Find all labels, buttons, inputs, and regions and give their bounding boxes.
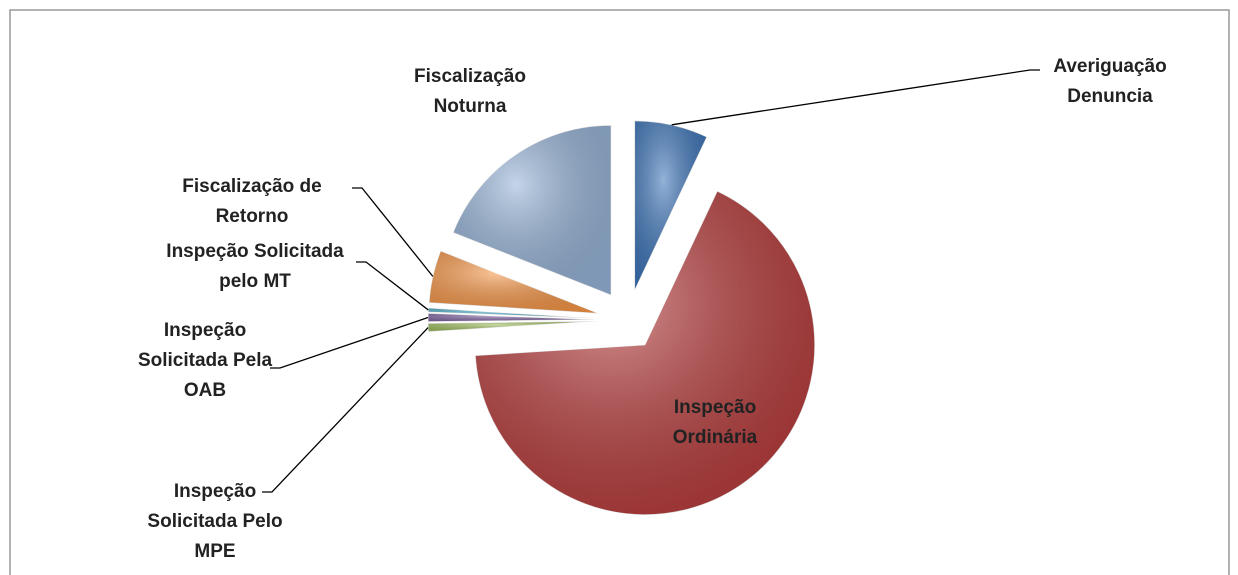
leader-line [352,187,434,277]
leader-line [270,316,429,369]
slice-label: Inspeção Solicitada Pelo MPE [147,481,283,562]
leader-line [671,69,1040,126]
slice-label: Fiscalização Noturna [414,66,526,117]
slice-label: Inspeção Solicitada Pela OAB [137,320,273,401]
leader-line [262,327,429,493]
slice-label: Inspeção Ordinária [672,397,758,448]
leader-line [356,261,429,311]
slice-label: Inspeção Solicitada pelo MT [166,241,344,292]
slice-label: Fiscalização de Retorno [182,176,322,227]
slice-label: Averiguação Denuncia [1053,56,1167,107]
